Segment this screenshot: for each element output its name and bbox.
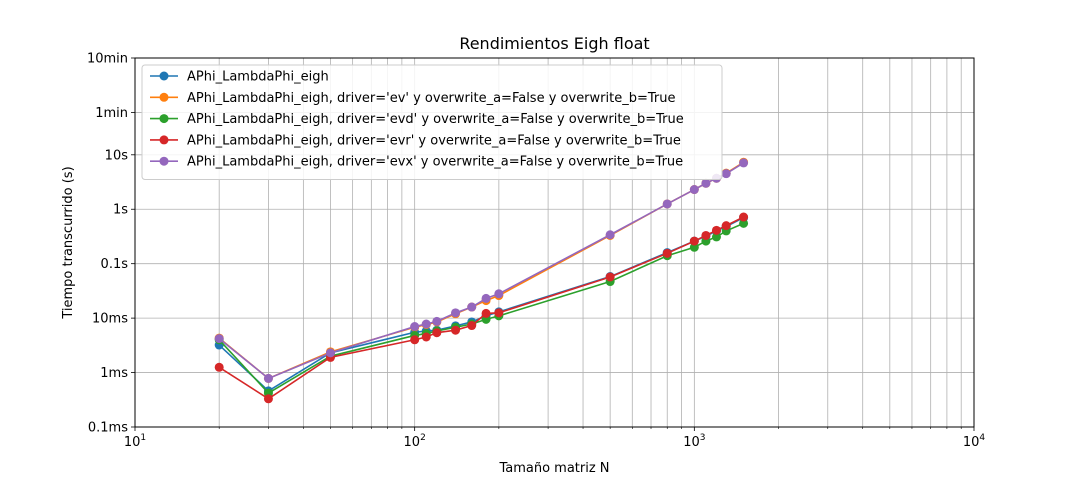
data-point: [214, 362, 224, 372]
data-point: [494, 308, 504, 318]
data-point: [421, 332, 431, 342]
data-point: [494, 289, 504, 299]
y-axis-label: Tiempo transcurrido (s): [61, 166, 76, 319]
y-tick-label: 10ms: [92, 312, 128, 327]
data-point: [701, 178, 711, 188]
data-point: [481, 308, 491, 318]
data-point: [605, 230, 615, 240]
legend-box: [141, 64, 723, 180]
legend-label: APhi_LambdaPhi_eigh, driver='evd' y over…: [187, 112, 684, 127]
data-point: [701, 230, 711, 240]
legend-label: APhi_LambdaPhi_eigh, driver='ev' y overw…: [187, 91, 675, 106]
data-point: [711, 225, 721, 235]
data-point: [263, 394, 273, 404]
y-tick-label: 1ms: [100, 366, 128, 381]
data-point: [214, 334, 224, 344]
data-point: [689, 242, 699, 252]
legend-item: APhi_LambdaPhi_eigh, driver='evx' y over…: [150, 155, 683, 170]
legend-swatch-marker: [159, 135, 169, 145]
x-axis-label: Tamaño matriz N: [498, 461, 609, 476]
data-point: [410, 322, 420, 332]
data-point: [432, 316, 442, 326]
legend: APhi_LambdaPhi_eigh APhi_LambdaPhi_eigh, …: [141, 64, 723, 180]
data-point: [711, 232, 721, 242]
data-point: [467, 321, 477, 331]
data-point: [451, 308, 461, 318]
legend-label: APhi_LambdaPhi_eigh: [187, 70, 329, 85]
data-point: [689, 185, 699, 195]
data-point: [410, 335, 420, 345]
legend-item: APhi_LambdaPhi_eigh, driver='ev' y overw…: [150, 91, 675, 106]
y-tick-label: 0.1ms: [88, 421, 128, 436]
data-point: [605, 272, 615, 282]
y-tick-label: 10min: [87, 52, 128, 67]
legend-swatch-marker: [159, 92, 169, 102]
legend-item: APhi_LambdaPhi_eigh, driver='evr' y over…: [150, 133, 681, 148]
legend-item: APhi_LambdaPhi_eigh, driver='evd' y over…: [150, 112, 684, 127]
data-point: [739, 218, 749, 228]
data-point: [721, 221, 731, 231]
ticks: 101 102 103 104 0.1ms 1ms 10ms 0.1s 1s 10s 1min 10m…: [87, 52, 985, 451]
data-point: [662, 199, 672, 209]
data-point: [432, 328, 442, 338]
data-point: [263, 373, 273, 383]
data-point: [739, 158, 749, 168]
series-5: [214, 158, 749, 383]
data-point: [689, 236, 699, 246]
x-tick-label: 101: [124, 433, 146, 450]
y-tick-label: 1min: [95, 106, 128, 121]
series-layer: [214, 157, 749, 404]
legend-item: APhi_LambdaPhi_eigh: [150, 70, 329, 85]
data-point: [739, 212, 749, 222]
legend-label: APhi_LambdaPhi_eigh, driver='evr' y over…: [187, 133, 681, 148]
legend-swatch-marker: [159, 114, 169, 124]
y-tick-label: 0.1s: [101, 257, 129, 272]
chart-title: Rendimientos Eigh float: [459, 34, 649, 53]
y-tick-label: 10s: [105, 148, 129, 163]
data-point: [325, 348, 335, 358]
plot-frame: [134, 57, 975, 428]
data-point: [721, 169, 731, 179]
series-4: [214, 212, 749, 404]
data-point: [481, 293, 491, 303]
x-tick-label: 102: [404, 433, 426, 450]
x-tick-label: 103: [683, 433, 705, 450]
data-point: [662, 248, 672, 258]
data-point: [421, 319, 431, 329]
data-point: [467, 302, 477, 312]
x-tick-label: 104: [963, 433, 986, 450]
legend-label: APhi_LambdaPhi_eigh, driver='evx' y over…: [187, 155, 683, 170]
legend-swatch-marker: [159, 156, 169, 166]
data-point: [451, 325, 461, 335]
y-tick-label: 1s: [113, 203, 128, 218]
legend-swatch-marker: [159, 71, 169, 81]
